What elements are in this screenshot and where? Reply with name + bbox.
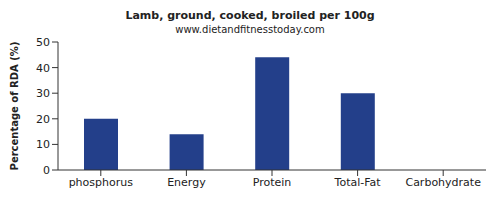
svg-text:Percentage of RDA (%): Percentage of RDA (%): [9, 42, 20, 171]
html-text:Lamb, ground, cooked, broiled: Lamb, ground, cooked, broiled per 100g: [125, 9, 375, 22]
svg-text:10: 10: [36, 138, 50, 151]
svg-text:40: 40: [36, 62, 50, 75]
svg-text:Protein: Protein: [253, 176, 292, 189]
svg-text:Carbohydrate: Carbohydrate: [405, 176, 481, 189]
svg-text:30: 30: [36, 87, 50, 100]
svg-text:phosphorus: phosphorus: [69, 176, 134, 189]
svg-text:Total-Fat: Total-Fat: [334, 176, 382, 189]
svg-text:0: 0: [43, 164, 50, 177]
svg-text:Energy: Energy: [167, 176, 206, 189]
html-text:www.dietandfitnesstoday.com: www.dietandfitnesstoday.com: [175, 24, 325, 35]
svg-text:50: 50: [36, 36, 50, 49]
svg-text:20: 20: [36, 113, 50, 126]
